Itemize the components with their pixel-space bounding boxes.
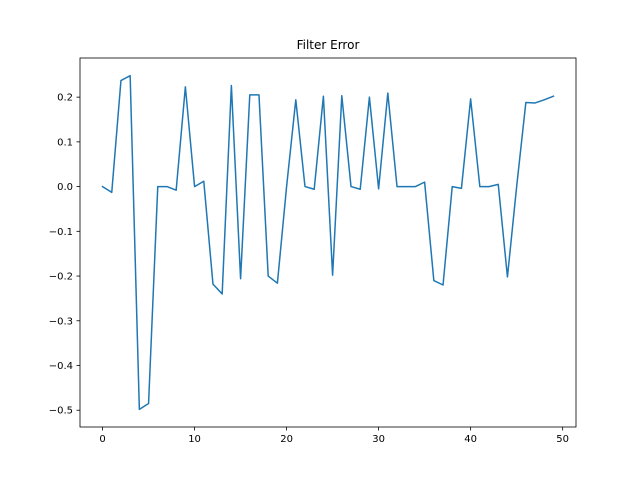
y-tick-label: −0.5 [49, 406, 73, 417]
y-tick-label: 0.2 [57, 93, 73, 104]
plot-area [101, 74, 555, 411]
series-line-0 [101, 74, 555, 411]
x-tick-label: 20 [280, 434, 293, 445]
axes: 0 10 20 30 40 50 −0.5 −0.4 −0.3 −0.2 −0.1 0.0 0.1 0.2 [49, 57, 577, 445]
x-tick-label: 0 [99, 434, 105, 445]
y-tick-label: −0.4 [49, 361, 73, 372]
x-tick-label: 10 [188, 434, 201, 445]
y-tick-label: −0.2 [49, 272, 73, 283]
x-tick-label: 30 [372, 434, 385, 445]
y-tick-label: 0.0 [57, 182, 73, 193]
x-tick-label: 50 [556, 434, 569, 445]
y-tick-label: 0.1 [57, 137, 73, 148]
y-tick-label: −0.3 [49, 316, 73, 327]
chart-title: Filter Error [297, 38, 360, 52]
y-tick-label: −0.1 [49, 227, 73, 238]
axes-frame [79, 57, 577, 428]
x-tick-label: 40 [464, 434, 477, 445]
